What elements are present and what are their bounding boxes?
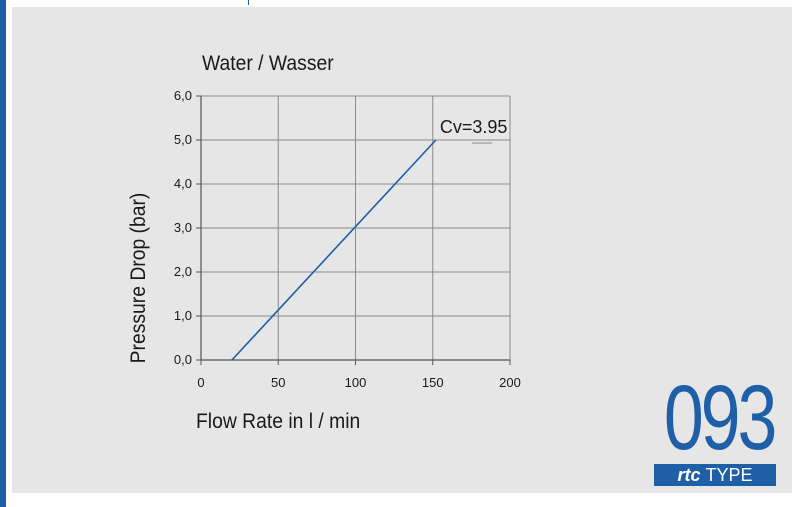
x-axis-label: Flow Rate in l / min xyxy=(196,410,361,433)
y-tick-label: 1,0 xyxy=(174,308,192,323)
y-tick-label: 4,0 xyxy=(174,176,192,191)
series-line xyxy=(231,139,437,361)
top-accent-tick xyxy=(248,0,249,5)
x-tick-label: 150 xyxy=(422,375,444,390)
cv-annotation: Cv=3.95 xyxy=(440,117,508,137)
x-tick-label: 100 xyxy=(345,375,367,390)
y-tick-label: 5,0 xyxy=(174,132,192,147)
logo-type-bar: rtc TYPE xyxy=(654,464,776,486)
x-tick-label: 0 xyxy=(197,375,204,390)
y-tick-label: 6,0 xyxy=(174,88,192,103)
logo-type-label: TYPE xyxy=(705,465,753,485)
logo-number: 093 xyxy=(663,367,777,469)
logo-brand: rtc xyxy=(677,465,701,485)
left-accent-bar xyxy=(0,0,6,507)
x-tick-label: 200 xyxy=(499,375,521,390)
y-tick-label: 2,0 xyxy=(174,264,192,279)
product-type-logo: 093 rtc TYPE xyxy=(650,372,777,488)
y-tick-label: 0,0 xyxy=(174,352,192,367)
chart-title: Water / Wasser xyxy=(202,52,334,75)
y-tick-label: 3,0 xyxy=(174,220,192,235)
x-tick-label: 50 xyxy=(271,375,285,390)
